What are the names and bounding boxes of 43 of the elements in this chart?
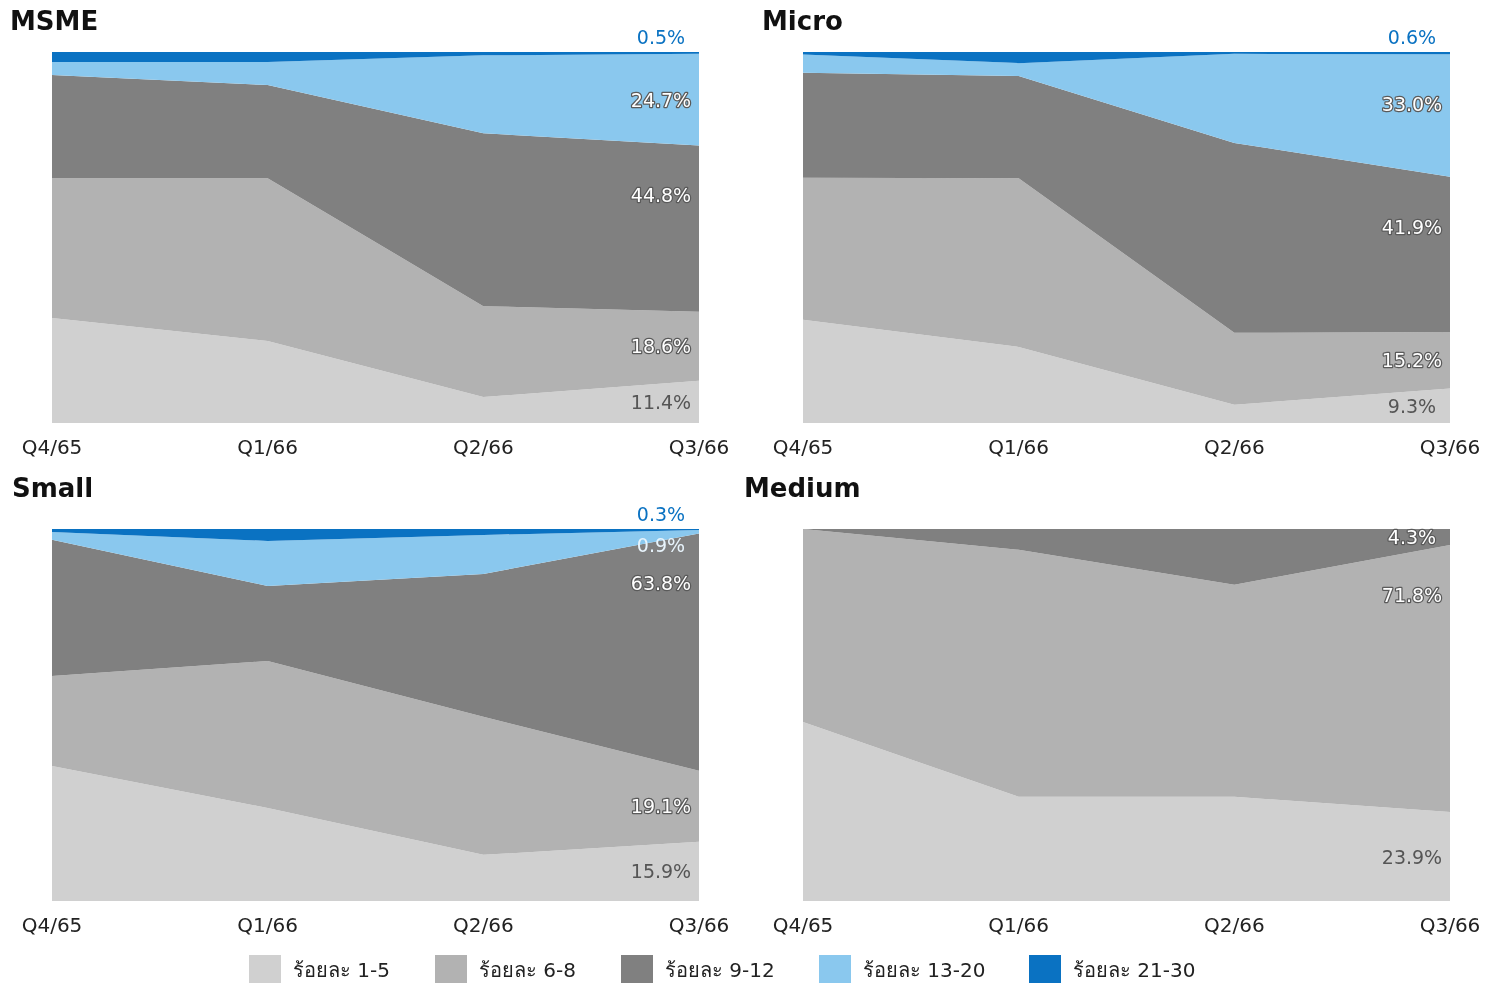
data-label: 0.6% [1387,26,1437,48]
x-tick-label: Q4/65 [772,435,834,459]
x-tick-label: Q3/66 [1419,913,1481,937]
x-tick-label: Q1/66 [988,913,1049,937]
x-tick-label: Q2/66 [1204,913,1265,937]
x-tick-label: Q4/65 [21,435,83,459]
x-tick-label: Q1/66 [237,913,298,937]
x-tick-label: Q2/66 [1204,435,1265,459]
legend-label: ร้อยละ 1-5 [293,958,391,982]
chart-title: Medium [744,473,861,503]
data-label: 63.8% [630,572,692,595]
data-label: 18.6% [630,335,692,358]
chart-title: MSME [10,6,99,36]
data-label: 4.3% [1387,526,1437,548]
data-label: 0.3% [636,503,686,525]
data-label: 11.4% [630,390,692,413]
data-label: 23.9% [1381,845,1443,868]
data-label: 15.9% [630,860,692,883]
chart-title: Micro [762,6,843,36]
legend-label: ร้อยละ 6-8 [479,958,577,982]
x-tick-label: Q4/65 [772,913,834,937]
data-label: 0.9% [636,534,686,557]
x-tick-label: Q1/66 [988,435,1049,459]
legend-label: ร้อยละ 9-12 [665,958,775,982]
data-label: 44.8% [630,184,692,207]
data-label: 0.5% [636,26,686,48]
x-tick-label: Q1/66 [237,435,298,459]
x-tick-label: Q4/65 [21,913,83,937]
legend-label: ร้อยละ 13-20 [863,958,986,982]
data-label: 15.2% [1381,349,1443,372]
data-label: 9.3% [1387,394,1437,417]
x-tick-label: Q3/66 [668,913,730,937]
x-tick-label: Q2/66 [453,913,514,937]
x-tick-label: Q3/66 [1419,435,1481,459]
data-label: 41.9% [1381,215,1443,238]
data-label: 19.1% [630,795,692,818]
x-tick-label: Q2/66 [453,435,514,459]
legend-label: ร้อยละ 21-30 [1073,958,1196,982]
data-label: 24.7% [630,88,692,111]
data-label: 33.0% [1381,93,1443,116]
x-tick-label: Q3/66 [668,435,730,459]
chart-title: Small [12,473,94,503]
data-label: 71.8% [1381,584,1443,606]
